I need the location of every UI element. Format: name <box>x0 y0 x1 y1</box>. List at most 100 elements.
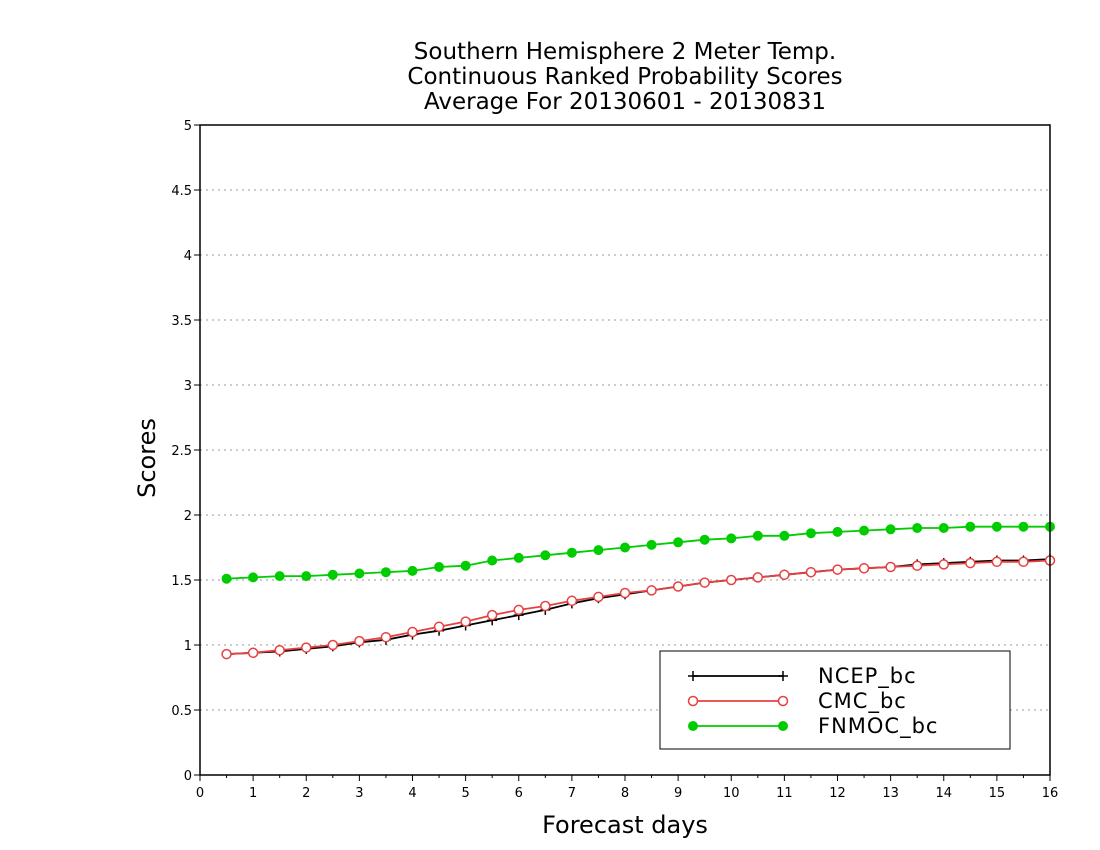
x-tick-label: 16 <box>1042 786 1059 801</box>
y-tick-label: 3 <box>184 379 192 394</box>
legend-label: FNMOC_bc <box>818 714 938 739</box>
data-point-cmc-bc <box>991 556 1003 568</box>
legend-box <box>659 650 1011 750</box>
legend-marker <box>688 721 698 731</box>
x-tick-label: 4 <box>408 786 416 801</box>
y-tick-label: 1.5 <box>171 574 192 589</box>
data-point-cmc-bc <box>619 587 631 599</box>
data-point-fnmoc-bc <box>805 528 816 539</box>
legend-entry-cmc-bc: CMC_bc <box>687 689 907 714</box>
data-point-fnmoc-bc <box>540 550 551 561</box>
legend-entry-fnmoc-bc: FNMOC_bc <box>688 714 938 739</box>
data-point-fnmoc-bc <box>752 530 763 541</box>
data-point-fnmoc-bc <box>938 523 949 533</box>
x-tick-label: 5 <box>461 786 469 801</box>
data-point-cmc-bc <box>486 609 498 621</box>
data-point-cmc-bc <box>805 566 817 578</box>
data-point-fnmoc-bc <box>248 572 259 583</box>
data-point-cmc-bc <box>858 563 870 574</box>
x-axis: 0 1 2 3 4 5 6 7 8 9 10 11 12 13 14 15 16 <box>196 775 1058 801</box>
x-tick-label: 1 <box>249 786 257 801</box>
legend-marker <box>777 695 789 707</box>
data-point-fnmoc-bc <box>726 533 737 544</box>
data-point-fnmoc-bc <box>513 552 524 563</box>
x-tick-label: 14 <box>935 786 952 801</box>
data-point-cmc-bc <box>779 569 790 581</box>
data-point-cmc-bc <box>699 577 710 588</box>
data-point-fnmoc-bc <box>274 571 285 582</box>
data-point-fnmoc-bc <box>380 567 391 578</box>
data-point-fnmoc-bc <box>832 526 843 537</box>
data-point-cmc-bc <box>1018 556 1029 568</box>
data-point-fnmoc-bc <box>1018 521 1029 532</box>
data-point-cmc-bc <box>301 642 312 653</box>
data-point-fnmoc-bc <box>327 569 338 580</box>
x-tick-label: 2 <box>302 786 310 801</box>
data-point-fnmoc-bc <box>859 525 870 536</box>
data-point-fnmoc-bc <box>620 542 630 553</box>
y-tick-label: 4 <box>184 249 192 264</box>
legend-entry-ncep-bc: NCEP_bc <box>688 664 917 689</box>
legend-marker <box>778 671 788 681</box>
data-point-fnmoc-bc <box>221 573 232 584</box>
x-tick-label: 13 <box>882 786 899 801</box>
data-point-cmc-bc <box>247 647 259 659</box>
data-point-fnmoc-bc <box>301 571 312 582</box>
data-point-cmc-bc <box>752 572 764 583</box>
x-tick-label: 10 <box>723 786 740 801</box>
x-tick-label: 11 <box>776 786 793 801</box>
data-point-cmc-bc <box>593 591 604 603</box>
x-tick-label: 3 <box>355 786 363 801</box>
series-line-fnmoc-bc <box>226 525 1050 580</box>
legend-marker <box>687 695 699 707</box>
data-point-fnmoc-bc <box>593 545 604 556</box>
y-tick-label: 5 <box>184 119 192 134</box>
legend-marker <box>688 671 698 681</box>
data-point-fnmoc-bc <box>779 530 790 541</box>
data-point-cmc-bc <box>646 585 657 596</box>
legend-label: NCEP_bc <box>818 664 917 689</box>
data-point-fnmoc-bc <box>991 521 1002 532</box>
data-point-fnmoc-bc <box>912 523 923 533</box>
legend-marker <box>778 721 788 731</box>
legend-label: CMC_bc <box>818 689 907 714</box>
y-tick-label: 3.5 <box>171 314 192 329</box>
y-axis: 0 0.5 1 1.5 2 2.5 3 3.5 4 4.5 5 <box>171 119 200 784</box>
data-point-cmc-bc <box>354 635 365 647</box>
y-tick-label: 2 <box>184 509 192 524</box>
data-point-fnmoc-bc <box>673 537 684 548</box>
data-point-fnmoc-bc <box>965 521 976 532</box>
title-line-1: Southern Hemisphere 2 Meter Temp. <box>414 39 836 65</box>
data-point-cmc-bc <box>274 644 285 656</box>
series-cmc-bc <box>221 555 1056 660</box>
x-tick-label: 7 <box>568 786 576 801</box>
data-point-cmc-bc <box>726 574 737 586</box>
y-tick-label: 0.5 <box>171 704 192 719</box>
data-point-fnmoc-bc <box>487 555 498 566</box>
data-point-cmc-bc <box>433 621 445 633</box>
data-point-fnmoc-bc <box>434 562 445 572</box>
series-fnmoc-bc <box>221 521 1055 584</box>
data-point-fnmoc-bc <box>885 524 896 535</box>
y-tick-label: 4.5 <box>171 184 192 199</box>
data-point-fnmoc-bc <box>407 565 418 576</box>
data-point-cmc-bc <box>832 564 843 575</box>
series-layer <box>221 521 1056 660</box>
data-point-cmc-bc <box>407 626 418 638</box>
x-axis-label: Forecast days <box>542 811 708 839</box>
y-axis-label: Scores <box>133 418 161 498</box>
x-tick-label: 9 <box>674 786 682 801</box>
data-point-cmc-bc <box>513 604 524 616</box>
data-point-cmc-bc <box>885 561 896 573</box>
data-point-fnmoc-bc <box>566 547 577 558</box>
y-tick-label: 0 <box>184 769 192 784</box>
data-point-cmc-bc <box>672 581 684 592</box>
data-point-cmc-bc <box>540 600 551 612</box>
data-point-cmc-bc <box>938 559 949 570</box>
data-point-cmc-bc <box>327 639 339 651</box>
x-tick-label: 8 <box>621 786 629 801</box>
x-tick-label: 6 <box>515 786 523 801</box>
x-tick-label: 12 <box>829 786 846 801</box>
chart-title: Southern Hemisphere 2 Meter Temp. Contin… <box>407 39 842 115</box>
